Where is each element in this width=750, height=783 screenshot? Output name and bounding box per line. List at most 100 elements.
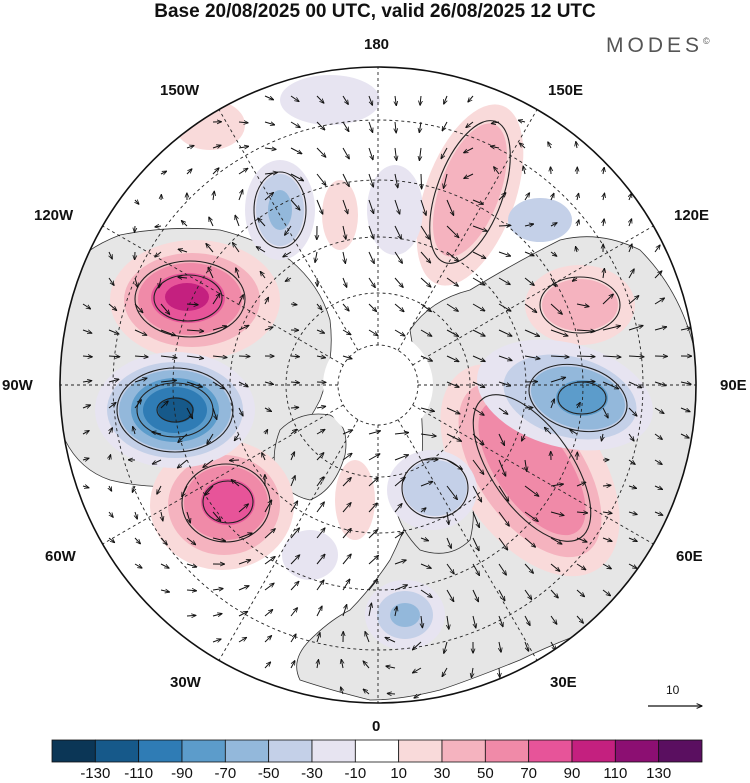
wind-vector [265,430,268,434]
wind-vector [365,632,370,643]
colorbar-tick-label: -90 [171,765,193,782]
wind-vector [290,476,295,487]
wind-vector [160,590,169,592]
wind-vector [161,511,163,521]
wind-vector [342,121,349,131]
wind-vector [550,537,562,544]
wind-vector [550,615,557,624]
map-title: Base 20/08/2025 00 UTC, valid 26/08/2025… [154,1,596,22]
wind-vector [368,478,378,487]
colorbar-swatch [614,739,660,763]
wind-vector [628,433,634,441]
wind-vector [342,277,347,287]
colorbar-swatch [224,739,270,763]
wind-vector [264,636,272,643]
wind-vector [290,95,299,102]
wind-vector [160,171,167,174]
wind-vector [135,277,138,287]
wind-vector [464,173,474,178]
wind-vector [421,173,422,189]
wind-vector [132,485,135,492]
wind-vector [628,296,639,305]
wind-vector [498,459,506,476]
map-border [59,66,697,704]
wind-vector [572,278,577,281]
wind-vector [341,687,343,695]
wind-vector [212,326,227,331]
wind-vector [264,609,273,617]
wind-vector [186,304,198,305]
meridian-line [91,404,344,551]
wind-vector [283,251,292,257]
anomaly-negative-pacific [245,160,315,260]
wind-vector [550,277,556,287]
wind-vector [387,693,396,694]
wind-vector [160,401,168,409]
wind-vector [290,608,297,617]
wind-vector [238,190,243,201]
wind-vector [413,667,422,673]
wind-vector [212,168,219,175]
wind-vector [186,537,196,545]
wind-vector [212,145,221,148]
wind-vector [472,329,485,336]
wind-vector [368,251,374,263]
wind-vector [498,355,512,361]
wind-vector [160,329,176,336]
wind-vector [577,220,579,227]
wind-vector [577,193,579,201]
wind-vector [576,512,588,513]
wind-vector [134,378,147,383]
lon-label-0: 0 [372,718,381,735]
anomaly-negative-canada [95,352,255,468]
wind-vector [576,356,595,357]
wind-vector [363,689,370,695]
wind-vector [420,407,434,411]
wind-vector [177,459,188,468]
wind-vector [229,460,240,461]
wind-vector [466,121,474,128]
wind-vector [82,405,90,408]
colorbar-tick-label: -110 [124,765,154,782]
wind-vector [524,329,540,336]
wind-vector [108,403,116,409]
wind-vector [264,662,271,669]
meridian-line [212,419,359,672]
wind-vector [446,433,461,441]
wind-vector [446,225,459,238]
wind-vector [206,244,214,253]
wind-vector [471,667,473,678]
meridian-line [397,419,544,672]
wind-vector [368,303,377,311]
wind-vector [262,453,265,461]
colorbar-swatch [138,739,183,763]
wind-vector [468,95,474,102]
wind-vector [447,511,449,524]
colorbar-swatch [528,739,573,763]
colorbar-swatch [658,739,703,763]
colorbar-tick-label: 110 [603,765,628,782]
wind-vector [316,356,326,358]
wind-vector [394,329,405,336]
wind-vector [420,303,431,312]
wind-vector [368,530,378,539]
wind-vector [108,303,117,310]
wind-vector [629,193,632,201]
wind-vector [446,589,454,602]
wind-vector [238,637,247,643]
wind-vector [285,278,292,281]
wind-vector [603,268,604,279]
wind-vector [238,122,248,123]
wind-vector [342,503,351,513]
wind-vector [654,271,662,279]
wind-vector [628,563,637,568]
wind-vector [178,249,188,252]
colorbar-tick-label: -130 [80,765,111,782]
wind-vector [602,485,611,486]
wind-vector [343,251,345,263]
wind-vector [525,459,527,471]
wind-vector [134,563,142,568]
lon-label-30e: 30E [550,674,577,691]
wind-vector [524,563,533,573]
wind-vector [212,589,223,590]
